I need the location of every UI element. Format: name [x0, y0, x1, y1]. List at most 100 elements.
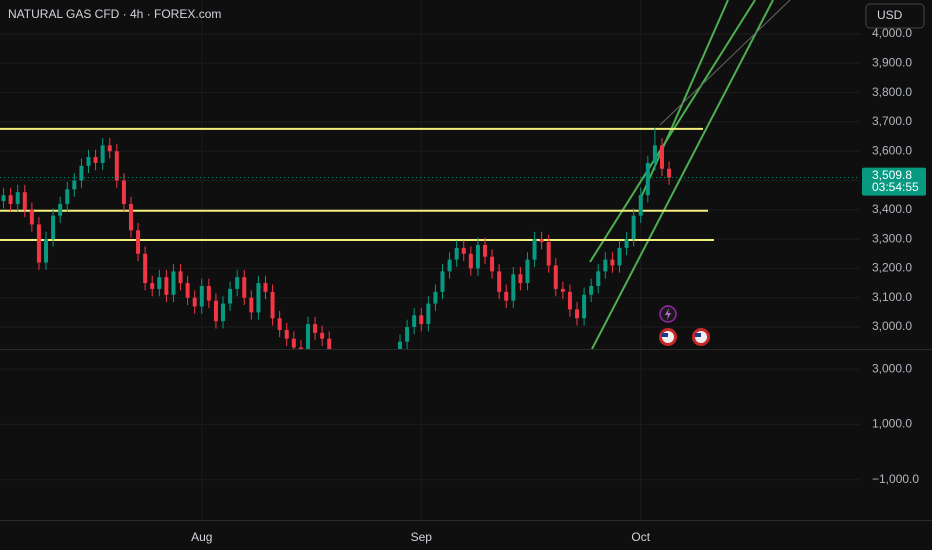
candle-body — [72, 180, 77, 190]
candle-body — [277, 318, 282, 330]
y-tick-label: 3,200.0 — [872, 261, 912, 275]
candle-body — [518, 274, 523, 284]
candle-body — [603, 259, 608, 272]
candle-body — [136, 230, 141, 254]
y-tick-label: 3,100.0 — [872, 290, 912, 304]
candle-body — [511, 274, 516, 301]
countdown-label: 03:54:55 — [872, 180, 919, 194]
y-tick-label: 3,900.0 — [872, 55, 912, 69]
candle-body — [617, 247, 622, 266]
plot — [0, 0, 791, 349]
candle-body — [567, 291, 572, 310]
candle-body — [58, 203, 63, 216]
candle-body — [638, 195, 643, 216]
y-tick-label: 4,000.0 — [872, 26, 912, 40]
last-price-label: 3,509.8 — [872, 168, 912, 182]
candle-body — [263, 283, 268, 292]
candle-body — [128, 203, 133, 231]
candle-body — [645, 162, 650, 196]
channel-line — [589, 0, 756, 263]
y-tick-label: 1,000.0 — [872, 417, 912, 431]
candle-body — [150, 283, 155, 289]
candle-body — [100, 145, 105, 163]
x-tick-label: Oct — [631, 530, 650, 544]
candle-body — [589, 285, 594, 295]
candle-body — [320, 332, 325, 339]
candle-body — [242, 277, 247, 298]
candle-body — [256, 283, 261, 313]
candle-body — [560, 288, 565, 292]
y-tick-label: 3,800.0 — [872, 85, 912, 99]
candle-body — [433, 291, 438, 304]
currency-label[interactable]: USD — [877, 8, 903, 22]
candle-body — [419, 315, 424, 325]
candle-body — [546, 242, 551, 266]
y-tick-label: 3,400.0 — [872, 202, 912, 216]
candle-body — [497, 271, 502, 292]
candle-body — [178, 271, 183, 284]
candle-body — [235, 277, 240, 289]
candle-body — [426, 303, 431, 325]
x-tick-label: Sep — [411, 530, 433, 544]
candle-body — [228, 288, 233, 304]
candle-body — [65, 189, 70, 204]
candle-body — [447, 259, 452, 272]
candle-body — [313, 324, 318, 333]
y-tick-label: 3,600.0 — [872, 143, 912, 157]
candle-body — [192, 297, 197, 307]
candle-body — [15, 192, 20, 204]
candle-body — [36, 224, 41, 263]
chart-title: NATURAL GAS CFD · 4h · FOREX.com — [8, 7, 221, 21]
candle-body — [171, 271, 176, 295]
y-tick-label: −1,000.0 — [872, 472, 919, 486]
y-tick-label: 3,300.0 — [872, 231, 912, 245]
candle-body — [199, 285, 204, 307]
candle-body — [327, 338, 332, 349]
candle-body — [624, 239, 629, 248]
candle-body — [1, 195, 6, 202]
candle-body — [291, 338, 296, 348]
candle-body — [213, 300, 218, 322]
lightning-icon — [665, 308, 671, 320]
candle-body — [454, 247, 459, 260]
candle-body — [8, 195, 13, 204]
candle-body — [107, 145, 112, 152]
candle-body — [298, 347, 303, 349]
candle-body — [475, 244, 480, 269]
candle-body — [532, 239, 537, 260]
last-price-badge — [862, 167, 926, 196]
candle-body — [659, 145, 664, 169]
candle-body — [157, 277, 162, 289]
flag-canton — [662, 333, 668, 337]
candle-body — [405, 327, 410, 342]
candle-body — [482, 244, 487, 257]
candle-body — [114, 151, 119, 181]
candle-body — [284, 329, 289, 339]
candle-body — [610, 259, 615, 266]
channel-midline — [659, 0, 791, 126]
candle-body — [44, 239, 49, 263]
candle-body — [490, 256, 495, 272]
candle-body — [93, 157, 98, 163]
candle-body — [525, 259, 530, 284]
candle-body — [29, 209, 34, 225]
channel-line — [591, 0, 774, 349]
candle-body — [461, 247, 466, 254]
candle-body — [185, 283, 190, 298]
candle-body — [631, 215, 636, 240]
candle-body — [86, 157, 91, 166]
y-tick-label: 3,000.0 — [872, 319, 912, 333]
flag-canton — [695, 333, 701, 337]
currency-button[interactable] — [865, 3, 925, 29]
candle-body — [51, 215, 56, 240]
candle-body — [221, 303, 226, 322]
y-tick-label: 3,000.0 — [872, 361, 912, 375]
candle-body — [164, 277, 169, 295]
candle-body — [553, 265, 558, 289]
candle-body — [667, 168, 672, 178]
candle-body — [305, 324, 310, 349]
candle-body — [79, 165, 84, 181]
